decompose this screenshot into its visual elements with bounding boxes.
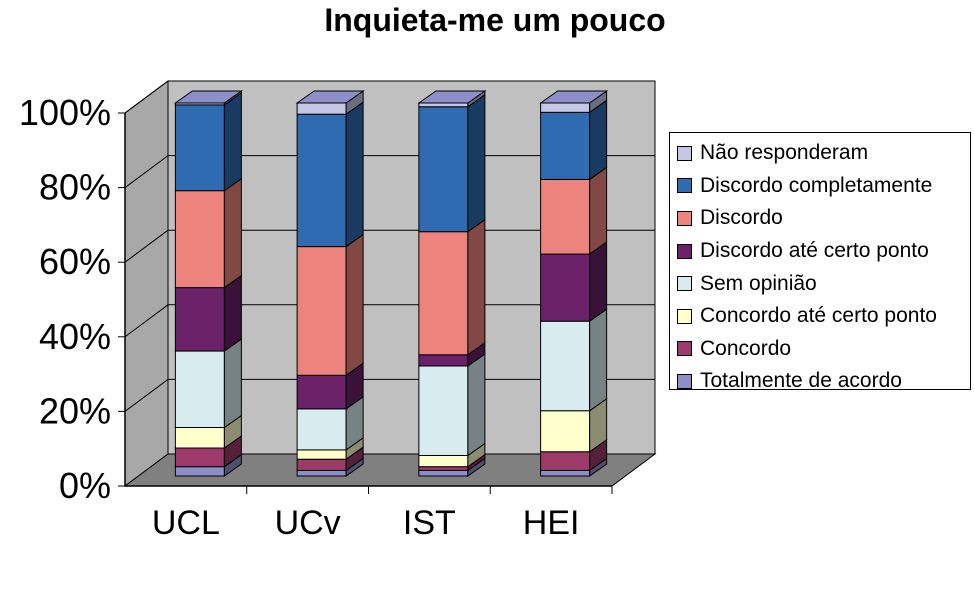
legend-label: Concordo [700, 336, 792, 360]
bar-top [417, 90, 487, 104]
category-label: UCv [275, 504, 341, 542]
legend-item: Não responderam [670, 137, 970, 170]
legend-label: Sem opinião [700, 271, 817, 295]
category-label: HEI [523, 504, 580, 542]
chart-labels: 0% 20% 40% 60% 80% 100% UCL UCv IST HEI [19, 92, 580, 542]
bar-segment [174, 338, 242, 429]
bar-segment [418, 218, 486, 356]
legend: Não responderam Discordo completamente Dis… [669, 132, 971, 392]
legend-label: Concordo até certo ponto [700, 304, 937, 328]
chart-axis [118, 112, 613, 494]
bar-segment [540, 241, 608, 323]
bar-segment [540, 308, 608, 412]
legend-swatch [677, 373, 692, 389]
bar-top [173, 90, 243, 104]
bar-segment [539, 90, 609, 114]
legend-item: Concordo [670, 333, 970, 366]
legend-item: Discordo [670, 202, 970, 235]
legend-item: Sem opinião [670, 267, 970, 300]
side-wall [124, 80, 169, 487]
y-tick-label: 80% [39, 167, 111, 208]
gridline-side [124, 229, 169, 263]
bar-segment [540, 438, 608, 472]
y-tick-label: 100% [19, 92, 111, 133]
gridline-side [124, 378, 169, 412]
legend-swatch [677, 276, 692, 292]
legend-label: Totalmente de acordo [700, 369, 902, 393]
y-tick-label: 0% [59, 465, 111, 506]
bar-segment [540, 397, 608, 453]
bar-segment [174, 414, 242, 449]
bar-segment [418, 93, 486, 233]
bar-segment [173, 90, 243, 106]
chart-title: Inquieta-me um pouco [324, 2, 666, 38]
bar-segment [174, 177, 242, 289]
chart-bars [173, 90, 609, 477]
legend-label: Discordo [700, 206, 783, 230]
legend-swatch [677, 210, 692, 226]
legend-swatch [677, 308, 692, 324]
legend-swatch [677, 243, 692, 259]
legend-item: Discordo completamente [670, 170, 970, 203]
bar-segment [296, 362, 364, 410]
gridline-side [124, 304, 169, 338]
bar-top [295, 90, 365, 104]
legend-label: Discordo completamente [700, 173, 933, 197]
chart-walls [123, 80, 657, 487]
bar-segment [174, 91, 242, 192]
legend-swatch [677, 145, 692, 161]
y-tick-label: 20% [39, 390, 111, 431]
legend-item: Concordo até certo ponto [670, 300, 970, 333]
y-tick-label: 60% [39, 241, 111, 282]
bar-segment [296, 233, 364, 377]
bar-segment [418, 353, 486, 457]
bar-segment [295, 90, 365, 116]
gridline-side [124, 155, 169, 189]
bar-segment [540, 166, 608, 256]
legend-swatch [677, 341, 692, 357]
legend-item: Discordo até certo ponto [670, 235, 970, 268]
gridline-side [124, 80, 169, 114]
bar-segment [417, 90, 487, 108]
y-tick-label: 40% [39, 316, 111, 357]
bar-segment [296, 101, 364, 248]
bar-top [539, 90, 609, 104]
category-label: IST [403, 504, 456, 542]
category-label: UCL [152, 504, 220, 542]
legend-item: Totalmente de acordo [670, 365, 970, 398]
legend-swatch [677, 178, 692, 194]
legend-label: Discordo até certo ponto [700, 239, 929, 263]
legend-label: Não responderam [700, 141, 869, 165]
bar-segment [540, 99, 608, 181]
bar-segment [296, 395, 364, 451]
bar-segment [174, 274, 242, 353]
